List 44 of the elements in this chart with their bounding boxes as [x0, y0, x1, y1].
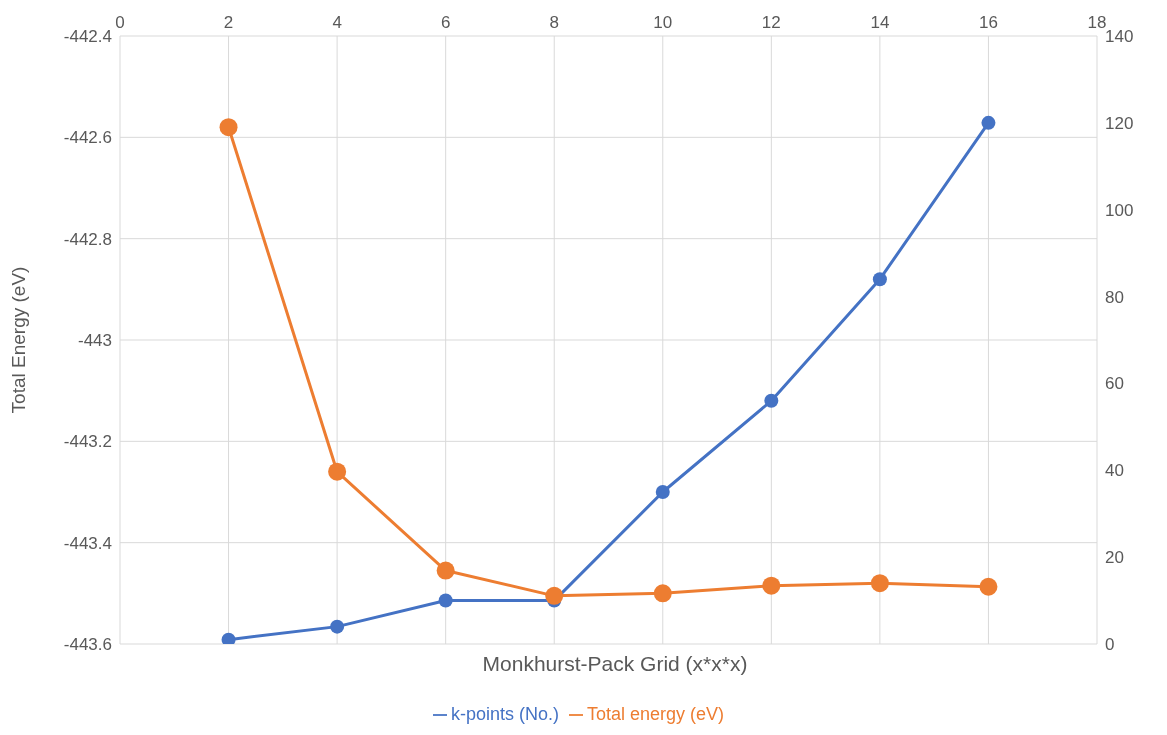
- y-tick-label: -443: [77, 331, 112, 351]
- x-tick-label: 18: [1087, 13, 1107, 32]
- y-axis-title: Total Energy (eV): [7, 266, 29, 414]
- point: [979, 577, 998, 596]
- point: [219, 118, 238, 137]
- y-tick-label: -442.8: [63, 229, 112, 249]
- point: [438, 593, 453, 608]
- point: [653, 584, 672, 603]
- x-tick-label: 2: [223, 13, 234, 32]
- point: [655, 485, 670, 499]
- y2-tick-label: 100: [1105, 200, 1134, 220]
- point: [545, 586, 564, 605]
- legend-label: Total energy (eV): [586, 704, 725, 724]
- point: [981, 115, 996, 130]
- legend-label: k-points (No.): [450, 704, 559, 724]
- x-tick-label: 8: [549, 13, 559, 32]
- point: [221, 632, 236, 644]
- y2-tick-label: 80: [1105, 287, 1124, 307]
- y2-tick-label: 140: [1105, 27, 1134, 47]
- y2-tick-label: 0: [1105, 635, 1115, 655]
- x-tick-label: 0: [115, 13, 125, 32]
- y-tick-label: -443.2: [63, 432, 112, 452]
- point: [872, 272, 887, 287]
- point: [328, 462, 347, 481]
- point: [764, 393, 779, 408]
- y2-tick-label: 120: [1105, 113, 1134, 133]
- point: [762, 576, 781, 595]
- point: [870, 574, 889, 593]
- y-tick-label: -443.6: [63, 635, 112, 655]
- point: [330, 619, 345, 634]
- x-axis-title: Monkhurst-Pack Grid (x*x*x): [482, 652, 748, 675]
- y-tick-label: -442.6: [63, 128, 112, 148]
- x-tick-label: 10: [653, 13, 673, 32]
- x-tick-label: 6: [440, 13, 451, 32]
- point: [436, 561, 455, 580]
- x-tick-label: 16: [978, 13, 998, 32]
- x-tick-label: 14: [870, 13, 890, 32]
- y2-tick-label: 20: [1105, 548, 1124, 568]
- x-tick-label: 4: [332, 13, 342, 32]
- y2-tick-label: 40: [1105, 461, 1124, 481]
- y2-tick-label: 60: [1105, 374, 1124, 394]
- x-tick-label: 12: [761, 13, 781, 32]
- y-tick-label: -443.4: [63, 533, 112, 553]
- y-tick-label: -442.4: [63, 27, 112, 47]
